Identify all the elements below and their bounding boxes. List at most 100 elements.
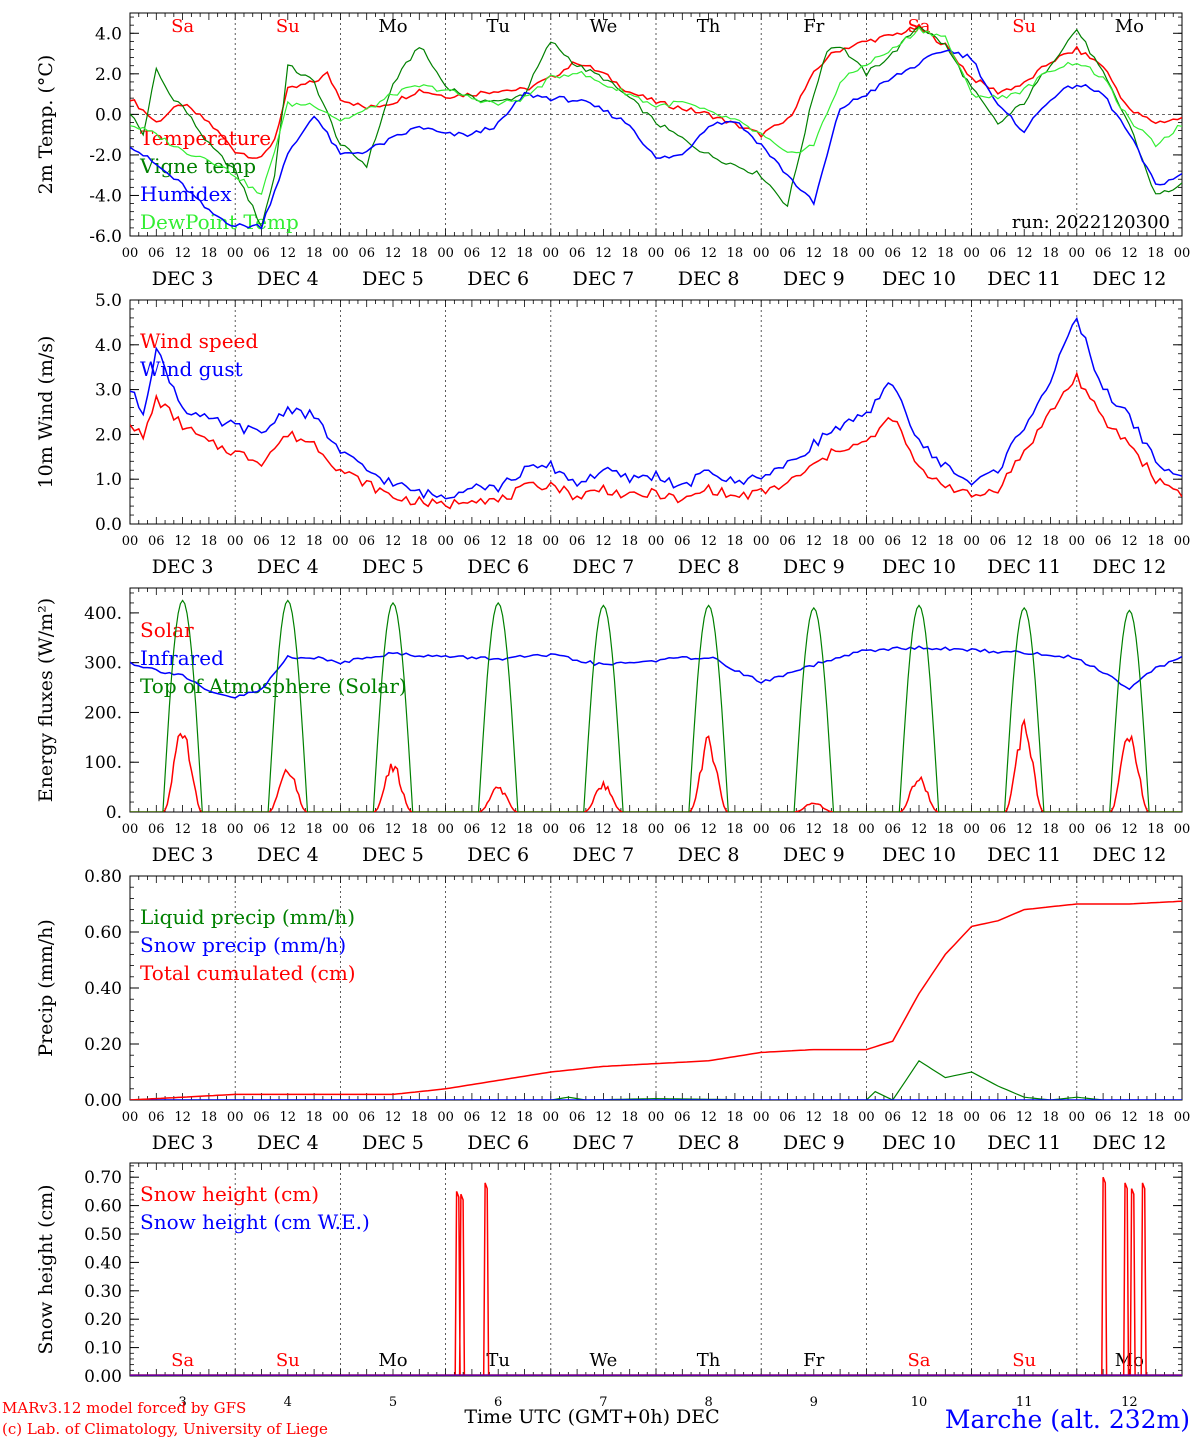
hour-tick-label: 18 (727, 1110, 744, 1125)
y-tick-label: 0.00 (84, 1091, 122, 1111)
date-label: DEC 10 (882, 268, 956, 290)
y-tick-label: 0.20 (84, 1310, 122, 1330)
hour-tick-label: 18 (1042, 246, 1059, 261)
hour-tick-label: 12 (385, 822, 402, 837)
hour-tick-label: 12 (280, 246, 297, 261)
hour-tick-label: 06 (358, 246, 375, 261)
day-abbr: Su (1012, 1350, 1036, 1371)
hour-tick-label: 12 (174, 534, 191, 549)
legend-entry: Solar (140, 618, 194, 642)
hour-tick-label: 18 (1042, 1110, 1059, 1125)
date-label: DEC 12 (1092, 268, 1166, 290)
hour-tick-label: 00 (963, 246, 980, 261)
hour-tick-label: 00 (227, 534, 244, 549)
date-label: DEC 11 (987, 268, 1061, 290)
hour-tick-label: 12 (490, 1110, 507, 1125)
series-line-dewpoint-temp (130, 26, 1182, 195)
y-tick-label: 0.30 (84, 1282, 122, 1302)
hour-tick-label: 12 (1121, 246, 1138, 261)
hour-tick-label: 00 (648, 1110, 665, 1125)
day-abbr: Tu (486, 16, 510, 37)
date-label: DEC 8 (678, 844, 740, 866)
hour-tick-label: 06 (779, 534, 796, 549)
y-axis-label: Energy fluxes (W/m²) (35, 598, 57, 802)
date-label: DEC 7 (573, 268, 635, 290)
hour-tick-label: 18 (411, 246, 428, 261)
run-annotation: run: 2022120300 (1012, 212, 1170, 233)
panel-4: 0.00 0.20 0.40 0.60 0.80 Precip (mm/h) 00 06 12 1… (35, 867, 1190, 1154)
hour-tick-label: 18 (937, 534, 954, 549)
series-line-top-of-atmosphere-solar (130, 599, 1182, 812)
hour-tick-label: 00 (963, 1110, 980, 1125)
hour-tick-label: 06 (464, 534, 481, 549)
hour-tick-label: 12 (490, 246, 507, 261)
legend-entry: Temperature (140, 126, 271, 150)
hour-tick-label: 06 (569, 822, 586, 837)
date-label: DEC 10 (882, 556, 956, 578)
date-label: DEC 5 (362, 844, 424, 866)
series-line-humidex (130, 49, 1182, 230)
date-label: DEC 10 (882, 844, 956, 866)
y-tick-label: 4.0 (95, 24, 122, 44)
day-abbr: We (590, 16, 618, 37)
y-tick-label: 2.0 (95, 65, 122, 85)
hour-tick-label: 06 (358, 534, 375, 549)
hour-tick-label: 00 (858, 1110, 875, 1125)
hour-tick-label: 06 (990, 246, 1007, 261)
day-abbr: Su (1012, 16, 1036, 37)
panel-5: 0.00 0.10 0.20 0.30 0.40 0.50 0.60 0.70 Snow hei… (35, 1162, 1183, 1410)
date-label: DEC 9 (783, 1132, 845, 1154)
date-label: DEC 8 (678, 268, 740, 290)
hour-tick-label: 06 (253, 534, 270, 549)
footer-lab-credit: (c) Lab. of Climatology, University of L… (2, 1420, 328, 1438)
hour-tick-label: 12 (700, 822, 717, 837)
hour-tick-label: 12 (174, 246, 191, 261)
series-line-infrared (130, 645, 1182, 699)
y-tick-label: 0.70 (84, 1168, 122, 1188)
hour-tick-label: 00 (227, 1110, 244, 1125)
y-tick-label: 0.50 (84, 1225, 122, 1245)
y-axis-label: 2m Temp. (°C) (35, 55, 57, 195)
hour-tick-label: 18 (1042, 534, 1059, 549)
legend-entry: Snow precip (mm/h) (140, 933, 346, 957)
day-abbr: Mo (1115, 16, 1144, 37)
hour-tick-label: 12 (806, 534, 823, 549)
hour-tick-label: 06 (148, 534, 165, 549)
hour-tick-label: 00 (1069, 1110, 1086, 1125)
footer-model-credit: MARv3.12 model forced by GFS (2, 1399, 246, 1417)
hour-tick-label: 18 (937, 246, 954, 261)
day-abbr: Th (697, 1350, 721, 1371)
hour-tick-label: 00 (122, 534, 139, 549)
hour-tick-label: 12 (174, 822, 191, 837)
hour-tick-label: 00 (753, 822, 770, 837)
day-number: 4 (284, 1395, 292, 1410)
y-tick-label: -6.0 (89, 227, 122, 247)
date-label: DEC 11 (987, 556, 1061, 578)
hour-tick-label: 06 (1095, 822, 1112, 837)
hour-tick-label: 06 (148, 246, 165, 261)
day-abbr: Tu (486, 1350, 510, 1371)
hour-tick-label: 06 (464, 822, 481, 837)
legend-entry: DewPoint Temp (140, 210, 299, 234)
hour-tick-label: 12 (595, 534, 612, 549)
hour-tick-label: 00 (122, 822, 139, 837)
hour-tick-label: 12 (595, 822, 612, 837)
date-label: DEC 3 (152, 844, 214, 866)
y-axis-label: 10m Wind (m/s) (35, 336, 57, 489)
series-line-liquid-precip-mm-h (130, 1059, 1182, 1100)
series-line-solar (130, 717, 1182, 812)
series-group (130, 23, 1182, 230)
date-label: DEC 6 (467, 268, 529, 290)
y-tick-label: -4.0 (89, 186, 122, 206)
hour-tick-label: 06 (569, 246, 586, 261)
hour-tick-label: 12 (280, 822, 297, 837)
day-number: 6 (494, 1395, 502, 1410)
series-line-snow-height-cm (130, 1176, 1182, 1376)
hour-tick-label: 06 (253, 822, 270, 837)
hour-tick-label: 06 (884, 534, 901, 549)
date-label: DEC 8 (678, 556, 740, 578)
legend-entry: Wind speed (140, 329, 258, 353)
hour-tick-label: 00 (437, 246, 454, 261)
hour-tick-label: 12 (595, 246, 612, 261)
day-abbr: Mo (1115, 1350, 1144, 1371)
